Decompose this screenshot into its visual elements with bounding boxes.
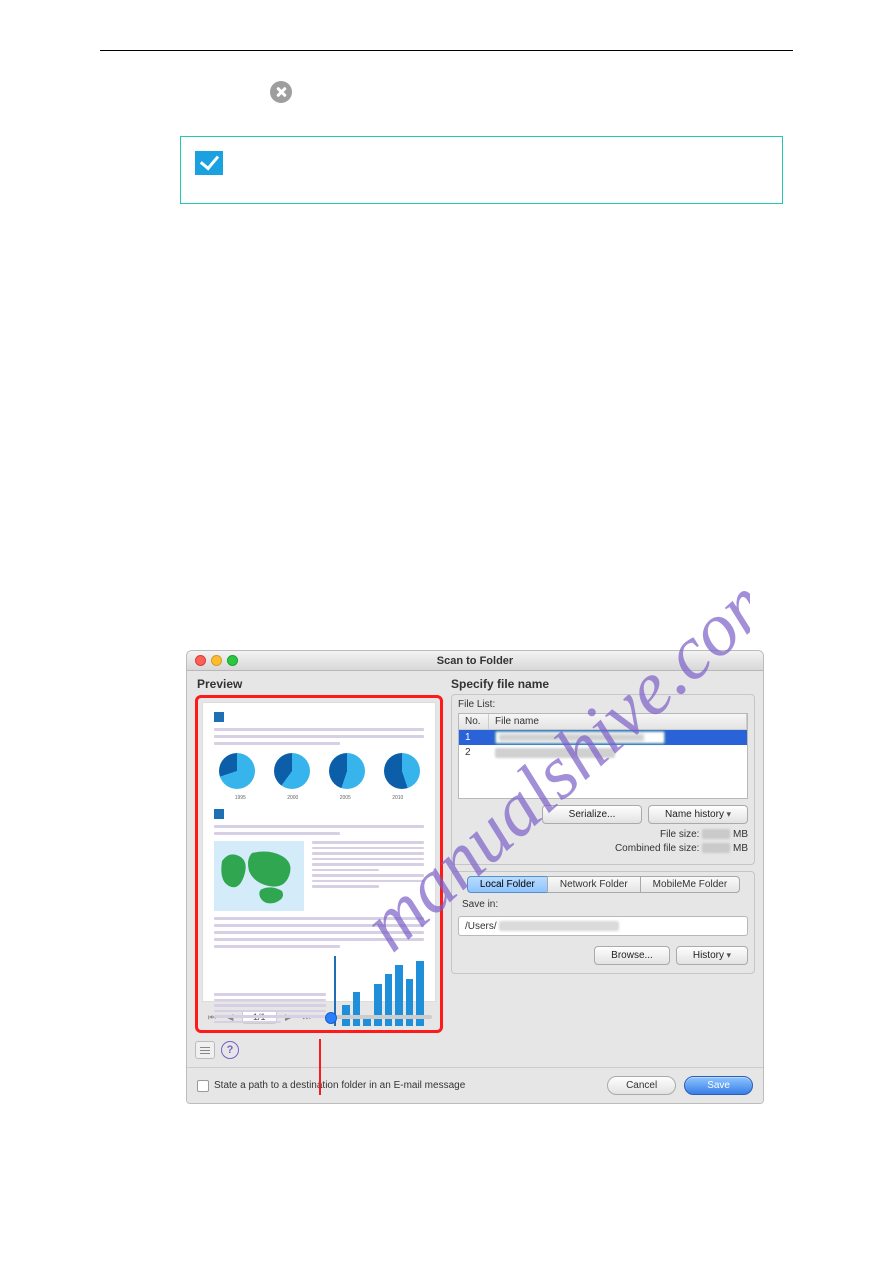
tab-network-folder[interactable]: Network Folder bbox=[547, 876, 641, 893]
col-no-header: No. bbox=[459, 714, 489, 729]
save-in-label: Save in: bbox=[462, 899, 748, 910]
file-list-label: File List: bbox=[458, 699, 748, 710]
tab-mobileme-folder[interactable]: MobileMe Folder bbox=[640, 876, 740, 893]
zoom-window-button[interactable] bbox=[227, 655, 238, 666]
state-path-checkbox[interactable] bbox=[197, 1080, 209, 1092]
list-view-button[interactable] bbox=[195, 1041, 215, 1059]
preview-heading: Preview bbox=[195, 677, 443, 691]
tab-local-folder[interactable]: Local Folder bbox=[467, 876, 548, 893]
history-button[interactable]: History bbox=[676, 946, 748, 965]
help-button[interactable]: ? bbox=[221, 1041, 239, 1059]
state-path-label: State a path to a destination folder in … bbox=[214, 1080, 465, 1091]
world-map-thumbnail bbox=[214, 841, 304, 911]
scan-to-folder-dialog: Scan to Folder Preview 1995200020052010 bbox=[186, 650, 764, 1104]
check-icon bbox=[195, 151, 223, 175]
zoom-slider[interactable] bbox=[325, 1015, 432, 1019]
cancel-button[interactable]: Cancel bbox=[607, 1076, 676, 1095]
specify-heading: Specify file name bbox=[451, 677, 755, 691]
file-row[interactable]: 2 bbox=[459, 745, 747, 760]
destination-group: Local Folder Network Folder MobileMe Fol… bbox=[451, 871, 755, 974]
preview-highlight-frame: 1995200020052010 bbox=[195, 695, 443, 1033]
browse-button[interactable]: Browse... bbox=[594, 946, 670, 965]
page-divider bbox=[100, 50, 793, 51]
name-history-button[interactable]: Name history bbox=[648, 805, 748, 824]
titlebar: Scan to Folder bbox=[187, 651, 763, 671]
preview-document: 1995200020052010 bbox=[202, 702, 436, 1002]
combined-size-row: Combined file size: MB bbox=[458, 842, 748, 856]
save-button[interactable]: Save bbox=[684, 1076, 753, 1095]
serialize-button[interactable]: Serialize... bbox=[542, 805, 642, 824]
file-list-group: File List: No. File name 12 Serialize...… bbox=[451, 694, 755, 865]
col-name-header: File name bbox=[489, 714, 747, 729]
file-size-row: File size: MB bbox=[458, 828, 748, 842]
note-box bbox=[180, 136, 783, 204]
callout-line bbox=[319, 1039, 321, 1095]
file-list-table: No. File name 12 bbox=[458, 713, 748, 799]
file-row[interactable]: 1 bbox=[459, 730, 747, 745]
close-icon bbox=[270, 81, 292, 103]
save-in-path-input[interactable]: /Users/ bbox=[458, 916, 748, 936]
close-window-button[interactable] bbox=[195, 655, 206, 666]
minimize-window-button[interactable] bbox=[211, 655, 222, 666]
window-title: Scan to Folder bbox=[437, 655, 513, 667]
